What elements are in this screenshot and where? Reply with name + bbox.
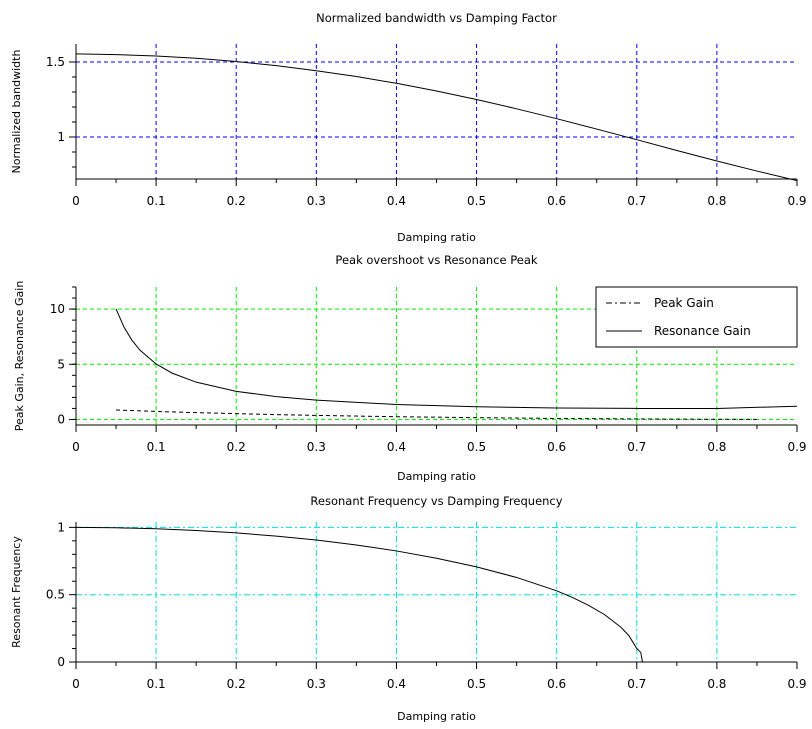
x-tick-label: 0.5 <box>467 440 486 454</box>
x-tick-label: 0.7 <box>627 194 646 208</box>
chart-title: Resonant Frequency vs Damping Frequency <box>310 494 562 508</box>
y-tick-label: 0.5 <box>46 588 65 602</box>
chart-panel-2: 0 0.1 0.2 0.3 0.4 0.5 0.6 0.7 0.8 0.9 0 5 10 Peak ove… <box>13 253 807 483</box>
x-tick-label: 0.3 <box>307 677 326 691</box>
chart-title: Peak overshoot vs Resonance Peak <box>335 253 537 267</box>
x-tick-label: 0.4 <box>387 440 406 454</box>
x-tick-label: 0.7 <box>627 677 646 691</box>
series-line-resonance-gain <box>115 308 798 409</box>
x-tick-label: 0.8 <box>707 440 726 454</box>
x-tick-label: 0.1 <box>147 677 166 691</box>
x-tick-label: 0.6 <box>547 194 566 208</box>
series-line-1 <box>75 526 643 663</box>
x-tick-label: 0.5 <box>467 194 486 208</box>
x-tick-label: 0.2 <box>227 440 246 454</box>
x-tick-label: 0.9 <box>787 677 806 691</box>
legend-entry-label: Resonance Gain <box>654 324 751 338</box>
x-tick-label: 0 <box>72 194 80 208</box>
x-tick-label: 0.8 <box>707 677 726 691</box>
x-tick-label: 0.2 <box>227 194 246 208</box>
y-tick-label: 1 <box>57 520 65 534</box>
x-axis-label: Damping ratio <box>397 470 476 483</box>
y-axis-label: Peak Gain, Resonance Gain <box>13 281 26 432</box>
x-tick-label: 0.8 <box>707 194 726 208</box>
legend: Peak Gain Resonance Gain <box>595 286 798 348</box>
x-axis-label: Damping ratio <box>397 231 476 244</box>
legend-entry-label: Peak Gain <box>654 296 714 310</box>
x-tick-label: 0.1 <box>147 194 166 208</box>
chart-panel-1: 0 0.1 0.2 0.3 0.4 0.5 0.6 0.7 0.8 0.9 1 1.5 Normaliz… <box>10 11 807 244</box>
x-tick-label: 0.2 <box>227 677 246 691</box>
y-axis-label: Normalized bandwidth <box>10 50 23 174</box>
x-tick-label: 0 <box>72 440 80 454</box>
chart-title: Normalized bandwidth vs Damping Factor <box>316 11 557 25</box>
y-tick-label: 10 <box>50 302 65 316</box>
x-tick-label: 0.7 <box>627 440 646 454</box>
chart-panel-3: 0 0.1 0.2 0.3 0.4 0.5 0.6 0.7 0.8 0.9 0 0.5 1 Resonan… <box>10 494 807 723</box>
legend-box <box>595 286 798 348</box>
x-tick-label: 0.3 <box>307 440 326 454</box>
x-tick-label: 0.9 <box>787 194 806 208</box>
x-tick-label: 0.1 <box>147 440 166 454</box>
x-tick-label: 0.4 <box>387 677 406 691</box>
series-line-1 <box>75 53 798 182</box>
y-tick-label: 1.5 <box>46 55 65 69</box>
y-tick-label: 1 <box>57 130 65 144</box>
x-tick-label: 0.4 <box>387 194 406 208</box>
x-tick-label: 0.6 <box>547 440 566 454</box>
x-tick-label: 0 <box>72 677 80 691</box>
y-tick-label: 0 <box>57 412 65 426</box>
x-tick-label: 0.3 <box>307 194 326 208</box>
y-tick-label: 0 <box>57 655 65 669</box>
x-tick-label: 0.5 <box>467 677 486 691</box>
x-axis-label: Damping ratio <box>397 710 476 723</box>
y-tick-label: 5 <box>57 357 65 371</box>
x-tick-label: 0.9 <box>787 440 806 454</box>
x-tick-label: 0.6 <box>547 677 566 691</box>
y-axis-label: Resonant Frequency <box>10 536 23 648</box>
series-line-peak-gain <box>116 409 757 420</box>
